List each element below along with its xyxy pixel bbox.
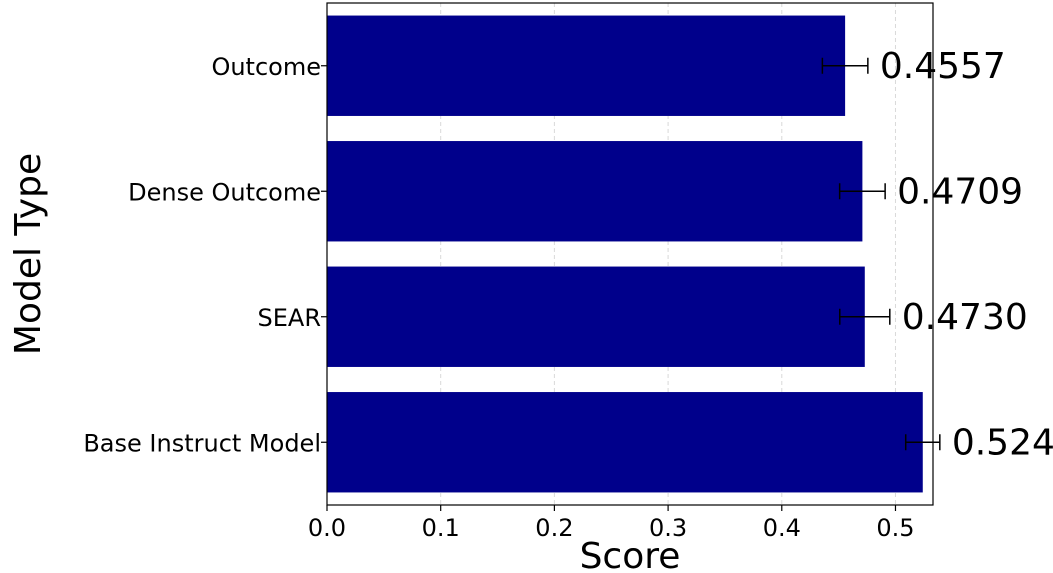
error-bars	[821, 57, 941, 451]
x-axis-ticks: 0.0 0.1 0.2 0.3 0.4 0.5	[308, 505, 915, 542]
bar-base-instruct-model	[327, 392, 923, 493]
x-axis-title: Score	[580, 536, 681, 573]
value-label: 0.5240	[952, 422, 1053, 463]
bar-outcome	[327, 15, 846, 116]
y-tick-label: SEAR	[258, 304, 322, 332]
x-tick-label: 0.3	[649, 514, 687, 542]
bar-dense-outcome	[327, 141, 863, 242]
y-axis-ticks: Outcome Dense Outcome SEAR Base Instruct Mo…	[83, 53, 327, 457]
error-bar	[838, 183, 886, 200]
x-tick-label: 0.5	[876, 514, 914, 542]
error-bar	[821, 57, 869, 74]
y-tick-label: Outcome	[211, 53, 321, 81]
error-bar	[839, 308, 891, 325]
x-tick-label: 0.4	[763, 514, 801, 542]
bar-sear	[327, 266, 865, 367]
y-axis-title: Model Type	[8, 153, 49, 355]
y-tick-label: Base Instruct Model	[83, 429, 321, 457]
plot-frame	[326, 2, 934, 506]
value-label: 0.4709	[897, 171, 1023, 212]
value-labels: 0.4557 0.4709 0.4730 0.5240	[880, 46, 1053, 464]
x-tick-label: 0.2	[535, 514, 573, 542]
bars	[327, 15, 923, 493]
y-tick-label: Dense Outcome	[128, 178, 321, 206]
x-tick-label: 0.1	[422, 514, 460, 542]
error-bar	[904, 434, 941, 451]
x-tick-label: 0.0	[308, 514, 346, 542]
value-label: 0.4557	[880, 46, 1006, 87]
value-label: 0.4730	[902, 297, 1028, 338]
